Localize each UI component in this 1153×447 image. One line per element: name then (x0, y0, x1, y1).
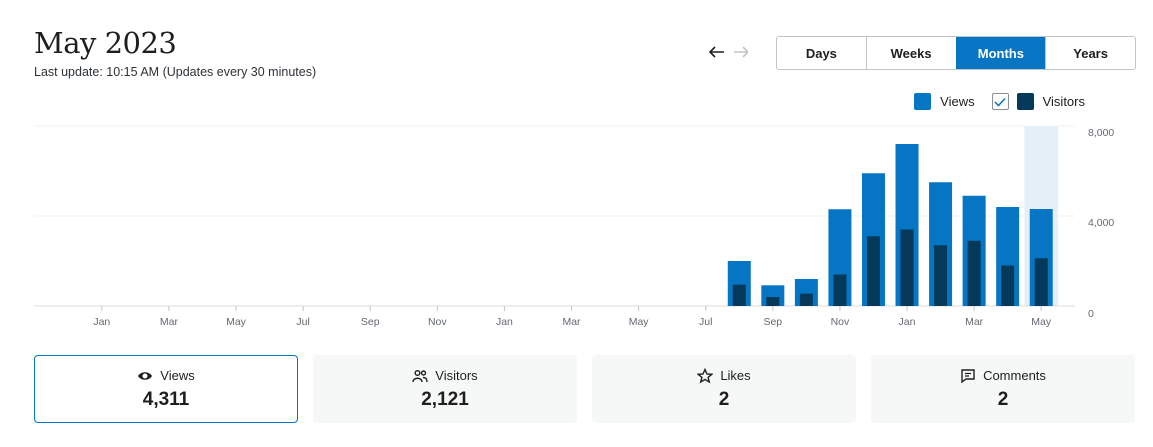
x-tick-label: Jul (296, 316, 309, 328)
stat-label: Visitors (435, 368, 478, 383)
x-tick-label: Jan (93, 316, 110, 328)
stat-icon (697, 367, 714, 383)
stat-heading: Likes (697, 367, 751, 384)
x-tick-label: Mar (562, 316, 581, 328)
next-arrow (734, 46, 748, 58)
y-tick-label: 8,000 (1088, 127, 1114, 139)
stat-value: 2 (997, 388, 1009, 410)
visitors-bar (1034, 258, 1048, 306)
x-tick-label: Nov (831, 316, 850, 328)
period-arrows[interactable] (708, 44, 748, 60)
y-tick-label: 0 (1088, 308, 1094, 320)
x-tick-label: May (1031, 316, 1052, 328)
visitors-bar (766, 297, 780, 306)
period-tab[interactable]: Weeks (865, 37, 956, 69)
x-tick-label: Mar (965, 316, 984, 328)
x-tick-label: Nov (428, 316, 447, 328)
legend-label: Visitors (1042, 94, 1085, 109)
stat-card[interactable]: Visitors 2,121 (313, 355, 577, 423)
x-tick-label: Jan (899, 316, 916, 328)
stat-card[interactable]: Views 4,311 (34, 355, 298, 423)
stat-value: 2,121 (421, 388, 469, 410)
visitors-checkbox[interactable] (991, 93, 1009, 110)
visitors-bar (833, 274, 847, 306)
visitors-bar (799, 293, 813, 306)
page-title: May 2023 (34, 26, 177, 60)
stat-value: 2 (718, 388, 730, 410)
stat-icon (961, 368, 975, 383)
visitors-bar (1001, 265, 1015, 306)
visitors-bar (967, 240, 981, 306)
stat-card[interactable]: Likes 2 (592, 355, 856, 423)
x-tick-label: Jan (496, 316, 513, 328)
x-tick-label: Sep (763, 316, 782, 328)
legend: Views Visitors (914, 93, 1085, 110)
stat-label: Likes (720, 368, 751, 383)
legend-swatch (914, 93, 932, 110)
visitors-bar (934, 245, 948, 306)
legend-label: Views (940, 94, 975, 109)
subtitle: Last update: 10:15 AM (Updates every 30 … (34, 65, 317, 79)
stat-icon (138, 371, 153, 380)
period-tab[interactable]: Days (805, 45, 837, 61)
stat-value: 4,311 (142, 388, 190, 410)
x-tick-label: May (629, 316, 650, 328)
stat-card[interactable]: Comments 2 (871, 355, 1135, 423)
visitors-bar (900, 229, 914, 306)
stat-heading: Visitors (412, 368, 478, 384)
legend-swatch (1016, 93, 1034, 110)
chart: 0 4,000 8,000 Jan Mar May Jul Sep Nov Jan Mar May Ju… (34, 125, 1114, 328)
stat-label: Views (160, 368, 195, 383)
x-tick-label: Sep (361, 316, 380, 328)
period-tab[interactable]: Years (1045, 37, 1135, 69)
period-tab[interactable]: Months (955, 37, 1046, 69)
period-tabs: Days Weeks Months Years (776, 36, 1136, 70)
stat-cards: Views 4,311 Visitors 2,121 Likes 2 Comments 2 (34, 355, 1135, 423)
y-tick-label: 4,000 (1088, 217, 1114, 229)
visitors-bar (866, 236, 880, 306)
prev-arrow[interactable] (708, 46, 724, 58)
stat-icon (412, 369, 428, 382)
visitors-bar (732, 284, 746, 306)
x-tick-label: Mar (160, 316, 179, 328)
x-tick-label: Jul (699, 316, 712, 328)
stat-label: Comments (983, 368, 1046, 383)
x-tick-label: May (226, 316, 247, 328)
stat-heading: Comments (960, 368, 1046, 384)
stat-heading: Views (137, 368, 195, 384)
